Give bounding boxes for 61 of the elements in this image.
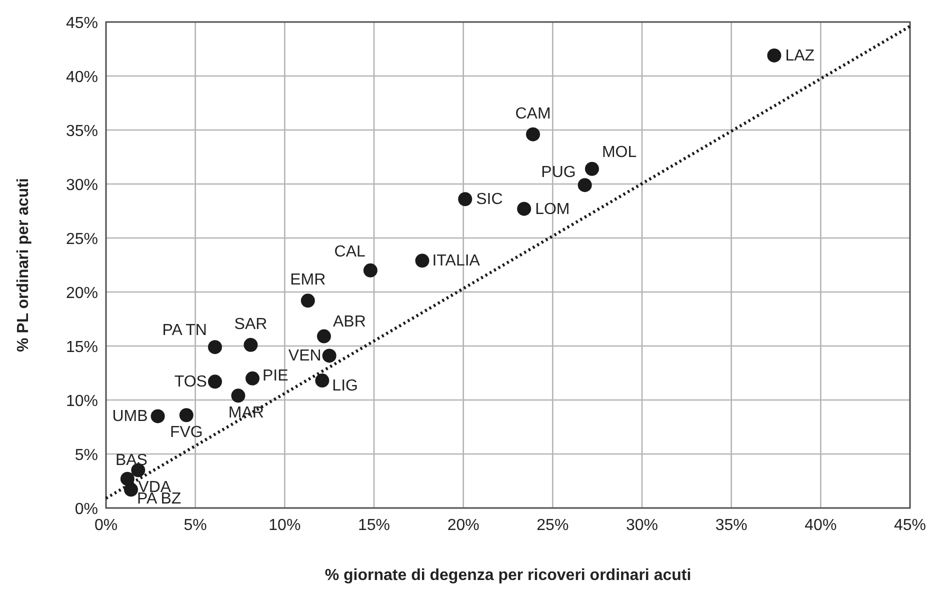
point [150, 409, 165, 424]
x-tick-label: 40% [804, 517, 837, 534]
y-tick-label: 15% [66, 339, 98, 356]
point [316, 329, 331, 344]
x-tick-label: 25% [536, 517, 569, 534]
annotation: LAZ [785, 47, 815, 64]
point [246, 371, 260, 386]
annotation: MOL [602, 144, 637, 161]
annotation: CAL [334, 243, 366, 260]
point [244, 338, 258, 352]
y-tick-label: 20% [66, 285, 98, 302]
point [231, 388, 246, 403]
y-tick-label: 10% [66, 393, 98, 410]
x-tick-label: 35% [715, 517, 748, 534]
annotation: SIC [476, 191, 503, 208]
point [179, 408, 194, 422]
annotation: TOS [174, 374, 207, 391]
annotation: BAS [115, 452, 148, 469]
x-tick-label: 20% [447, 517, 480, 534]
point [124, 482, 138, 497]
y-axis-title: % PL ordinari per acuti [15, 178, 32, 352]
y-tick-label: 0% [74, 501, 98, 518]
point [208, 340, 222, 354]
y-tick-label: 5% [74, 447, 98, 464]
annotation: SAR [234, 316, 268, 333]
x-tick-label: 5% [184, 517, 207, 534]
y-tick-label: 35% [66, 123, 98, 140]
annotation: PIE [262, 367, 288, 384]
point [767, 48, 782, 62]
annotation: PA TN [162, 322, 207, 340]
point [584, 162, 599, 176]
point [415, 254, 430, 268]
annotation: PUG [541, 164, 576, 182]
point [300, 294, 315, 308]
point [208, 374, 222, 389]
x-tick-label: 30% [626, 517, 658, 534]
y-tick-label: 40% [66, 69, 98, 86]
point [458, 192, 472, 206]
point [363, 263, 378, 278]
x-tick-label: 45% [894, 517, 926, 534]
annotation: ITALIA [432, 252, 480, 270]
annotation: ABR [332, 313, 366, 330]
y-tick-label: 30% [66, 177, 98, 194]
x-tick-label: 0% [94, 517, 118, 534]
point [322, 348, 336, 363]
x-tick-label: 10% [268, 517, 301, 534]
point [315, 374, 330, 388]
annotation: UMB [112, 408, 148, 426]
point [526, 127, 540, 142]
annotation: FVG [170, 424, 203, 442]
point [517, 202, 532, 216]
annotation: LOM [535, 200, 570, 218]
x-tick-label: 15% [358, 517, 390, 534]
annotation: VEN [288, 348, 322, 365]
point [578, 178, 592, 192]
annotation: EMR [290, 272, 326, 289]
x-axis-title: % giornate di degenza per ricoveri ordinari acuti [324, 567, 692, 584]
y-tick-label: 25% [66, 231, 98, 248]
y-tick-label: 45% [66, 15, 98, 32]
annotation: LIG [332, 378, 358, 395]
annotation: CAM [515, 105, 551, 122]
